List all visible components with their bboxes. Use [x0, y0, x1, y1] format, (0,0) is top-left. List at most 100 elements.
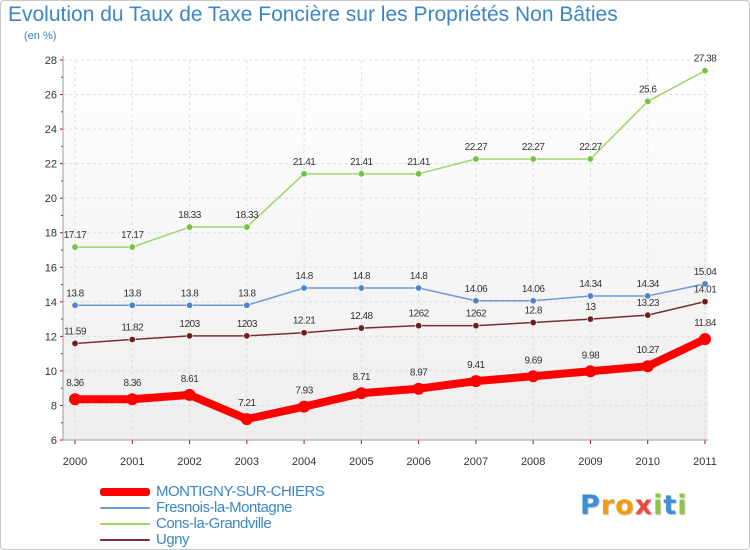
- legend-swatch: [100, 488, 150, 496]
- y-tick-label: 8: [51, 400, 57, 412]
- data-point: [128, 243, 136, 251]
- data-point: [240, 413, 253, 426]
- y-tick-label: 26: [45, 90, 57, 102]
- logo-letter: t: [663, 490, 678, 521]
- legend-label: Cons-la-Grandville: [156, 515, 272, 532]
- data-point: [644, 292, 652, 300]
- data-label: 21.41: [407, 157, 430, 168]
- data-label: 11.82: [121, 322, 144, 333]
- data-label: 1262: [409, 309, 430, 320]
- data-label: 18.33: [236, 210, 259, 221]
- data-label: 14.8: [353, 271, 371, 282]
- data-label: 7.93: [295, 386, 313, 397]
- x-tick-label: 2003: [235, 456, 259, 468]
- y-tick-label: 12: [45, 331, 57, 343]
- data-point: [357, 324, 365, 332]
- series-line: [74, 69, 706, 248]
- data-point: [357, 170, 365, 178]
- data-label: 14.01: [694, 285, 717, 296]
- y-tick-label: 16: [45, 262, 57, 274]
- line-chart: 6 8 10 12 14 16 18 20 22 24 26 28 2000 2001 2002 2003 20…: [45, 54, 718, 468]
- legend-item: Cons-la-Grandville: [100, 516, 324, 532]
- data-point: [71, 301, 79, 309]
- data-point: [415, 322, 423, 330]
- data-point: [586, 292, 594, 300]
- data-label: 8.97: [410, 368, 428, 379]
- data-point: [243, 223, 251, 231]
- logo-letter: o: [615, 490, 635, 521]
- x-tick-label: 2010: [635, 456, 659, 468]
- data-point: [128, 301, 136, 309]
- logo-letter: x: [634, 490, 654, 521]
- data-point: [472, 322, 480, 330]
- legend-swatch: [100, 539, 150, 541]
- data-label: 22.27: [522, 142, 545, 153]
- y-tick-label: 6: [51, 435, 57, 447]
- data-point: [641, 360, 654, 373]
- data-point: [300, 284, 308, 292]
- data-point: [412, 382, 425, 395]
- data-label: 13.8: [66, 288, 84, 299]
- y-tick-label: 10: [45, 366, 57, 378]
- data-point: [128, 335, 136, 343]
- data-point: [300, 329, 308, 337]
- data-label: 12.48: [350, 311, 373, 322]
- data-label: 7.21: [238, 398, 256, 409]
- data-label: 22.27: [465, 142, 488, 153]
- data-label: 9.41: [467, 360, 485, 371]
- data-point: [71, 339, 79, 347]
- data-label: 13.8: [124, 288, 142, 299]
- data-label: 27.38: [694, 54, 717, 65]
- data-label: 14.34: [579, 279, 602, 290]
- legend-item: Fresnois-la-Montagne: [100, 500, 324, 516]
- x-tick-label: 2001: [120, 456, 144, 468]
- data-label: 8.71: [353, 372, 371, 383]
- data-point: [586, 315, 594, 323]
- data-point: [644, 311, 652, 319]
- y-tick-label: 14: [45, 297, 57, 309]
- series-line: [71, 335, 709, 424]
- x-tick-label: 2002: [177, 456, 201, 468]
- y-tick-label: 20: [45, 193, 57, 205]
- legend-label: Ugny: [156, 531, 190, 548]
- data-point: [243, 332, 251, 340]
- data-point: [469, 375, 482, 388]
- data-label: 14.8: [410, 271, 428, 282]
- data-point: [355, 387, 368, 400]
- data-point: [472, 297, 480, 305]
- data-label: 21.41: [350, 157, 373, 168]
- data-point: [529, 155, 537, 163]
- data-point: [186, 223, 194, 231]
- data-label: 9.98: [582, 350, 600, 361]
- data-point: [472, 155, 480, 163]
- data-point: [298, 400, 311, 413]
- data-label: 1203: [179, 319, 200, 330]
- data-point: [701, 280, 709, 288]
- logo-letter: i: [677, 490, 688, 521]
- series-line: [74, 283, 706, 307]
- data-point: [701, 67, 709, 75]
- x-tick-label: 2000: [63, 456, 87, 468]
- data-label: 14.34: [636, 279, 659, 290]
- data-point: [584, 365, 597, 378]
- data-label: 11.84: [694, 318, 717, 329]
- data-label: 1262: [466, 309, 487, 320]
- logo-letter: P: [580, 490, 601, 521]
- data-label: 12.21: [293, 316, 316, 327]
- legend-label: MONTIGNY-SUR-CHIERS: [156, 483, 325, 500]
- data-label: 22.27: [579, 142, 602, 153]
- chart-legend: MONTIGNY-SUR-CHIERS Fresnois-la-Montagne C…: [100, 483, 325, 548]
- y-tick-label: 28: [45, 55, 57, 67]
- chart-title: Evolution du Taux de Taxe Foncière sur l…: [8, 3, 618, 26]
- data-point: [69, 393, 81, 406]
- legend-swatch: [100, 507, 150, 509]
- data-point: [529, 319, 537, 327]
- data-point: [529, 297, 537, 305]
- legend-label: Fresnois-la-Montagne: [156, 499, 292, 516]
- x-tick-label: 2005: [349, 456, 373, 468]
- data-point: [357, 284, 365, 292]
- x-tick-label: 2007: [464, 456, 488, 468]
- data-point: [415, 284, 423, 292]
- unit-label: (en %): [24, 30, 57, 42]
- legend-swatch: [100, 523, 150, 525]
